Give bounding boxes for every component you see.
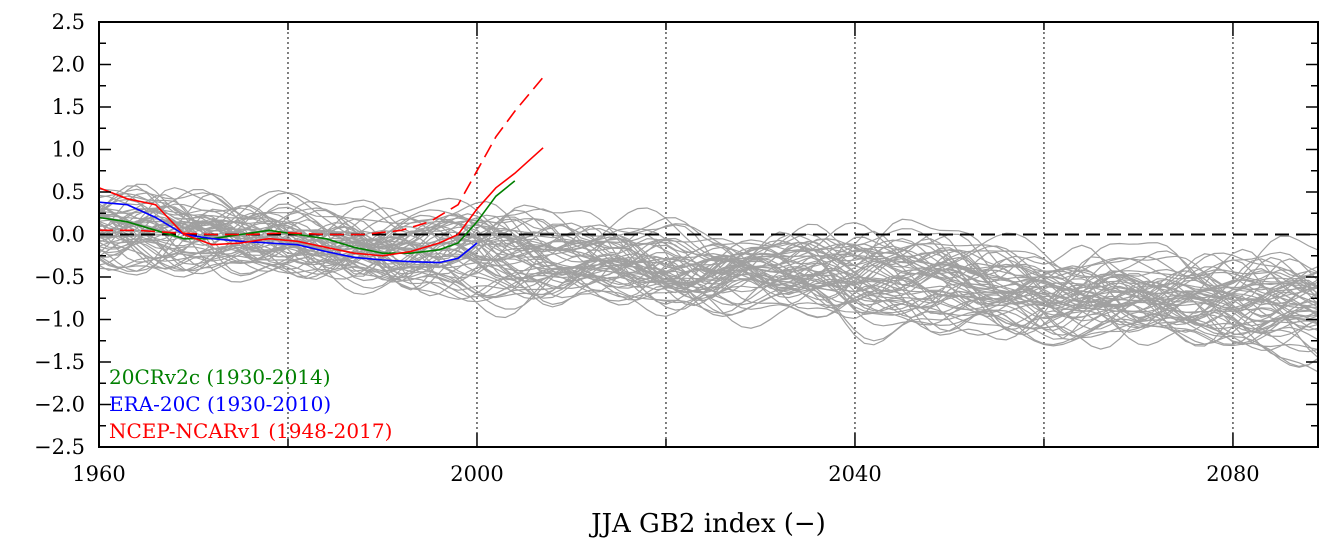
- legend: 20CRv2c (1930-2014) ERA-20C (1930-2010) NC…: [109, 365, 392, 443]
- y-tick-label: −2.5: [34, 435, 85, 459]
- legend-entry: ERA-20C (1930-2010): [109, 392, 331, 416]
- y-tick-label: 0.0: [52, 223, 85, 247]
- y-tick-label: −1.0: [34, 308, 85, 332]
- legend-entry: NCEP-NCARv1 (1948-2017): [109, 419, 392, 443]
- y-tick-label: −0.5: [34, 265, 85, 289]
- x-axis-label: JJA GB2 index (−): [588, 509, 826, 539]
- y-tick-label: −2.0: [34, 393, 85, 417]
- y-tick-label: 2.0: [52, 53, 85, 77]
- x-tick-label: 2080: [1206, 462, 1259, 486]
- y-tick-label: 0.5: [52, 180, 85, 204]
- y-tick-label: −1.5: [34, 350, 85, 374]
- y-tick-label: 1.0: [52, 138, 85, 162]
- ensemble-lines: [99, 184, 1318, 372]
- x-tick-labels: 1960 2000 2040 2080: [72, 462, 1259, 486]
- x-tick-label: 2040: [828, 462, 881, 486]
- y-tick-label: 1.5: [52, 95, 85, 119]
- x-tick-label: 1960: [72, 462, 125, 486]
- x-tick-label: 2000: [450, 462, 503, 486]
- legend-entry: 20CRv2c (1930-2014): [109, 365, 331, 389]
- y-tick-labels: 2.5 2.0 1.5 1.0 0.5 0.0 −0.5 −1.0 −1.5 −2.0 −2.5: [34, 10, 85, 459]
- y-tick-label: 2.5: [52, 10, 85, 34]
